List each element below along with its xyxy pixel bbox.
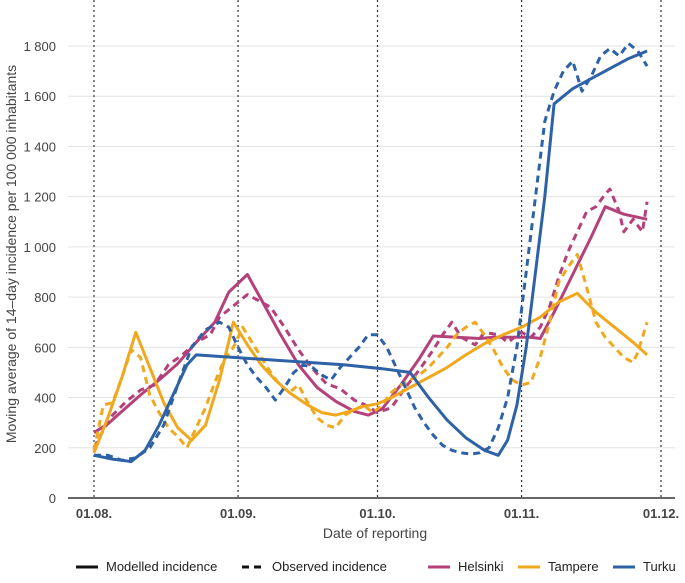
month-reference-lines: [93, 0, 662, 498]
y-tick-label: 1 400: [23, 139, 56, 154]
y-axis-title: Moving average of 14–day incidence per 1…: [3, 65, 19, 443]
x-tick-label: 01.10.: [359, 506, 395, 521]
turku-modelled-line: [93, 49, 648, 464]
tampere-modelled-line: [92, 291, 649, 454]
x-tick-label: 01.12.: [643, 506, 679, 521]
series-lines: [92, 42, 649, 464]
helsinki-modelled-line: [93, 205, 648, 434]
y-tick-label: 1 200: [23, 190, 56, 205]
tampere-observed-line: [92, 252, 649, 451]
legend-observed: Observed incidence: [242, 559, 387, 574]
y-tick-label: 200: [34, 441, 56, 456]
legend-tampere: Tampere: [518, 559, 599, 574]
x-tick-label: 01.08.: [76, 506, 112, 521]
gridlines: [68, 45, 675, 449]
y-tick-label: 0: [49, 491, 56, 506]
legend-modelled-label: Modelled incidence: [106, 559, 217, 574]
legend-helsinki-label: Helsinki: [458, 559, 504, 574]
turku-observed-line: [94, 42, 649, 462]
legend-turku-label: Turku: [643, 559, 676, 574]
y-tick-label: 1 800: [23, 39, 56, 54]
y-tick-label: 1 000: [23, 240, 56, 255]
helsinki-observed-line: [92, 187, 649, 449]
y-tick-label: 1 600: [23, 89, 56, 104]
x-tick-label: 01.09.: [220, 506, 256, 521]
legend-helsinki: Helsinki: [428, 559, 504, 574]
x-axis-title: Date of reporting: [323, 525, 427, 541]
y-tick-label: 400: [34, 391, 56, 406]
tick-labels: 0 200 400 600 800 1 000 1 200 1 400 1 600 1 800 01…: [23, 39, 679, 521]
legend-observed-label: Observed incidence: [272, 559, 387, 574]
y-tick-label: 800: [34, 290, 56, 305]
legend-modelled: Modelled incidence: [76, 559, 217, 574]
legend: Modelled incidence Observed incidence Hels…: [76, 559, 676, 574]
legend-turku: Turku: [613, 559, 676, 574]
x-tick-label: 01.11.: [504, 506, 539, 521]
legend-tampere-label: Tampere: [548, 559, 599, 574]
y-tick-label: 600: [34, 340, 56, 355]
